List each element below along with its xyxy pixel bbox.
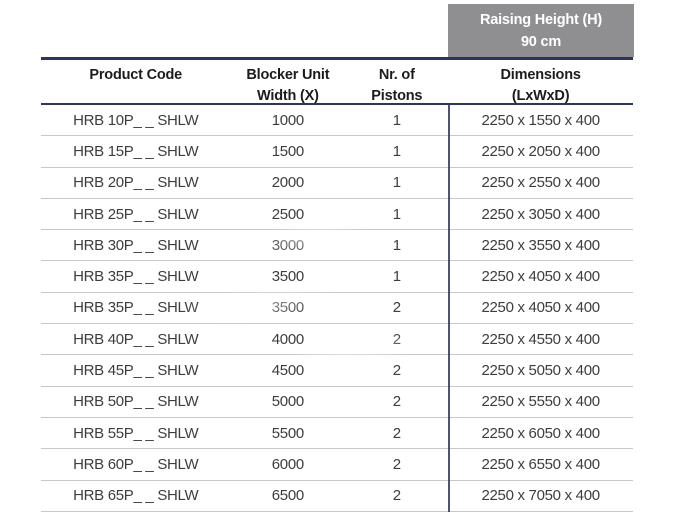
cell-product-code: HRB 15P_ _ SHLW: [73, 142, 199, 160]
table-header-row: Product Code Blocker Unit Width (X) Nr. …: [41, 60, 633, 104]
cell-dimensions: 2250 x 7050 x 400: [481, 487, 600, 505]
column-header-dimensions: Dimensions (LxWxD): [448, 65, 633, 107]
table-body: HRB 10P_ _ SHLW 1000 1 2250 x 1550 x 400…: [41, 105, 633, 512]
table-row: HRB 50P_ _ SHLW 5000 2 2250 x 5550 x 400: [41, 387, 633, 418]
cell-nr-of-pistons: 2: [392, 487, 401, 505]
cell-product-code: HRB 30P_ _ SHLW: [73, 236, 199, 254]
cell-nr-of-pistons: 1: [392, 205, 401, 223]
column-header-line1: Blocker Unit: [246, 67, 330, 83]
cell-blocker-unit-width: 6500: [271, 487, 304, 505]
cell-product-code: HRB 25P_ _ SHLW: [73, 205, 199, 223]
cell-product-code: HRB 45P_ _ SHLW: [73, 362, 199, 380]
cell-product-code: HRB 35P_ _ SHLW: [73, 299, 199, 317]
cell-product-code: HRB 20P_ _ SHLW: [73, 174, 199, 192]
cell-dimensions: 2250 x 3050 x 400: [481, 205, 600, 223]
cell-nr-of-pistons: 2: [392, 393, 401, 411]
table-row: HRB 35P_ _ SHLW 3500 1 2250 x 4050 x 400: [41, 261, 633, 293]
cell-nr-of-pistons: 2: [392, 299, 401, 317]
cell-dimensions: 2250 x 6050 x 400: [481, 424, 600, 442]
cell-blocker-unit-width: 4000: [271, 330, 304, 348]
column-header-line1: Nr. of: [378, 67, 415, 83]
cell-dimensions: 2250 x 4050 x 400: [481, 299, 600, 317]
cell-dimensions: 2250 x 4550 x 400: [481, 330, 600, 348]
cell-product-code: HRB 50P_ _ SHLW: [73, 393, 199, 411]
cell-product-code: HRB 60P_ _ SHLW: [73, 455, 199, 473]
cell-blocker-unit-width: 1000: [271, 111, 304, 129]
cell-dimensions: 2250 x 5050 x 400: [481, 362, 600, 380]
column-header-product-code: Product Code: [41, 65, 230, 107]
cell-dimensions: 2250 x 6550 x 400: [481, 455, 600, 473]
cell-blocker-unit-width: 5000: [271, 393, 304, 411]
column-header-blocker-unit-width: Blocker Unit Width (X): [230, 65, 345, 107]
column-header-line1: Product Code: [89, 67, 183, 83]
table-row: HRB 10P_ _ SHLW 1000 1 2250 x 1550 x 400: [41, 105, 633, 137]
cell-blocker-unit-width: 2500: [271, 205, 304, 223]
table-top-rule: [41, 57, 633, 60]
cell-nr-of-pistons: 2: [392, 455, 401, 473]
cell-nr-of-pistons: 1: [392, 142, 401, 160]
cell-nr-of-pistons: 1: [392, 111, 401, 129]
raising-height-header: Raising Height (H) 90 cm: [448, 4, 634, 57]
table-row: HRB 25P_ _ SHLW 2500 1 2250 x 3050 x 400: [41, 199, 633, 231]
dimensions-column-divider: [448, 105, 450, 512]
raising-height-line1: Raising Height (H): [479, 11, 603, 28]
cell-dimensions: 2250 x 3550 x 400: [481, 236, 600, 254]
cell-nr-of-pistons: 2: [392, 362, 401, 380]
cell-dimensions: 2250 x 2550 x 400: [481, 174, 600, 192]
cell-blocker-unit-width: 5500: [271, 424, 304, 442]
cell-product-code: HRB 65P_ _ SHLW: [73, 487, 199, 505]
cell-product-code: HRB 55P_ _ SHLW: [73, 424, 199, 442]
cell-nr-of-pistons: 1: [392, 268, 401, 286]
cell-blocker-unit-width: 3500: [271, 268, 304, 286]
cell-product-code: HRB 10P_ _ SHLW: [73, 111, 199, 129]
table-row: HRB 35P_ _ SHLW 3500 2 2250 x 4050 x 400: [41, 293, 633, 325]
table-row: HRB 30P_ _ SHLW 3000 1 2250 x 3550 x 400: [41, 230, 633, 262]
cell-blocker-unit-width: 4500: [271, 362, 304, 380]
table-row: HRB 45P_ _ SHLW 4500 2 2250 x 5050 x 400: [41, 355, 633, 387]
cell-nr-of-pistons: 1: [392, 174, 401, 192]
cell-blocker-unit-width: 6000: [271, 455, 304, 473]
cell-nr-of-pistons: 1: [392, 236, 401, 254]
table-header-rule: [41, 103, 633, 105]
cell-dimensions: 2250 x 2050 x 400: [481, 142, 600, 160]
table-row: HRB 65P_ _ SHLW 6500 2 2250 x 7050 x 400: [41, 481, 633, 512]
cell-blocker-unit-width: 3500: [271, 299, 304, 317]
column-header-line2: Pistons: [371, 88, 423, 104]
table-row: HRB 15P_ _ SHLW 1500 1 2250 x 2050 x 400: [41, 136, 633, 168]
cell-nr-of-pistons: 2: [392, 424, 401, 442]
cell-dimensions: 2250 x 4050 x 400: [481, 268, 600, 286]
cell-product-code: HRB 40P_ _ SHLW: [73, 330, 199, 348]
spec-table: Product Code Blocker Unit Width (X) Nr. …: [41, 57, 633, 512]
table-row: HRB 20P_ _ SHLW 2000 1 2250 x 2550 x 400: [41, 168, 633, 199]
raising-height-line2: 90 cm: [520, 33, 562, 50]
cell-blocker-unit-width: 3000: [271, 236, 304, 254]
column-header-nr-of-pistons: Nr. of Pistons: [345, 65, 448, 107]
cell-dimensions: 2250 x 5550 x 400: [481, 393, 600, 411]
column-header-line2: (LxWxD): [511, 88, 570, 104]
cell-dimensions: 2250 x 1550 x 400: [481, 111, 600, 129]
cell-product-code: HRB 35P_ _ SHLW: [73, 268, 199, 286]
cell-blocker-unit-width: 1500: [271, 142, 304, 160]
table-row: HRB 60P_ _ SHLW 6000 2 2250 x 6550 x 400: [41, 449, 633, 481]
cell-blocker-unit-width: 2000: [271, 174, 304, 192]
column-header-line2: Width (X): [257, 88, 319, 104]
cell-nr-of-pistons: 2: [392, 330, 401, 348]
column-header-line1: Dimensions: [500, 67, 581, 83]
table-row: HRB 40P_ _ SHLW 4000 2 2250 x 4550 x 400: [41, 324, 633, 356]
table-row: HRB 55P_ _ SHLW 5500 2 2250 x 6050 x 400: [41, 418, 633, 450]
